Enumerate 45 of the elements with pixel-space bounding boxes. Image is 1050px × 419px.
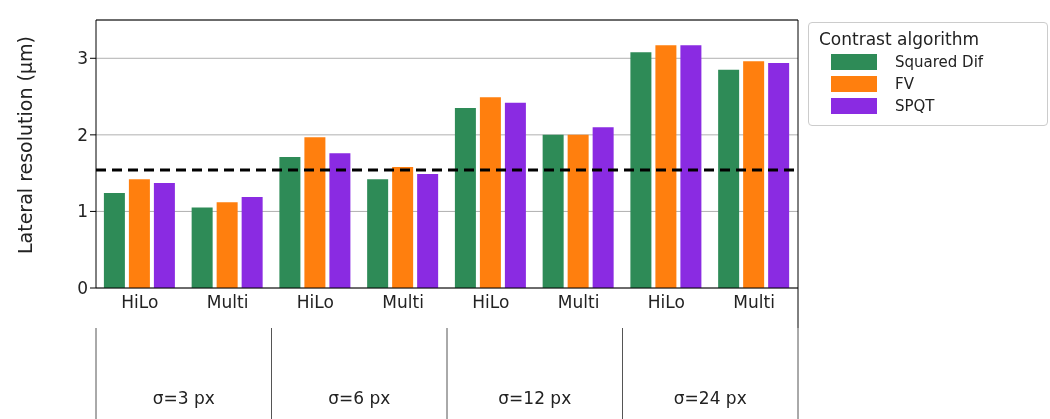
bar (567, 134, 589, 288)
x-tick-label: HiLo (647, 292, 685, 313)
bar (542, 134, 564, 288)
legend-title: Contrast algorithm (819, 29, 981, 49)
x-tick-label: HiLo (296, 292, 334, 313)
bar (216, 202, 238, 288)
bar (630, 52, 652, 288)
bar (655, 45, 677, 288)
x-tick-label: Multi (382, 292, 424, 313)
x-tick-label: Multi (557, 292, 600, 313)
bar (191, 207, 213, 288)
bar (279, 157, 301, 288)
x-tick-label: Multi (733, 292, 775, 313)
bar (329, 153, 351, 288)
x-tick-label: HiLo (472, 292, 510, 313)
bar (392, 167, 414, 288)
bar (454, 108, 476, 288)
y-tick-label: 1 (77, 201, 88, 222)
bar (743, 61, 765, 288)
bar (592, 127, 614, 288)
bar (128, 179, 150, 288)
legend-label: SPQT (895, 97, 935, 115)
text: σ=12 px (497, 388, 573, 408)
text: σ=24 px (672, 388, 748, 408)
bar (367, 179, 389, 288)
y-tick-label: 3 (77, 48, 88, 69)
bar (768, 62, 790, 288)
bar (417, 173, 439, 288)
text: σ=6 px (327, 388, 392, 408)
bar (718, 69, 740, 288)
legend-label: Squared Dif (895, 53, 984, 71)
bar (504, 102, 526, 288)
bar (304, 137, 326, 288)
x-tick-label: Multi (206, 292, 249, 313)
y-tick-label: 0 (77, 278, 88, 299)
y-axis-title: Lateral resolution (µm) (13, 36, 36, 254)
y-tick-label: 2 (77, 124, 88, 145)
bar (241, 196, 263, 288)
bar (680, 45, 702, 288)
text: σ=3 px (151, 388, 216, 408)
x-tick-label: HiLo (121, 292, 159, 313)
bar (153, 183, 175, 288)
legend-label: FV (895, 75, 914, 93)
bar (103, 193, 125, 288)
bar (479, 97, 501, 288)
